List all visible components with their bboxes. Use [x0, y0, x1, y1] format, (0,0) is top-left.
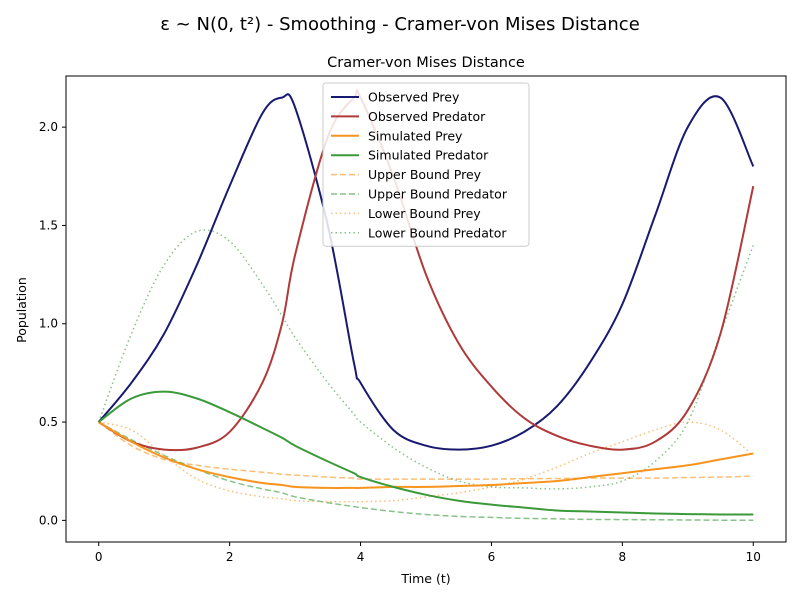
legend-box — [322, 82, 530, 247]
legend-label: Simulated Predator — [368, 148, 489, 163]
series-line-observed-prey — [97, 93, 755, 451]
y-tick-label: 0.0 — [39, 513, 58, 527]
y-tick-label: 0.5 — [39, 415, 58, 429]
legend-label: Lower Bound Predator — [368, 225, 507, 240]
x-tick-label: 4 — [357, 550, 365, 564]
legend: Observed Prey Observed Predator Simulated … — [322, 82, 530, 247]
y-tick-label: 2.0 — [39, 120, 58, 134]
legend-label: Upper Bound Prey — [368, 167, 482, 182]
series-line-lower-bound-prey — [98, 421, 754, 503]
legend-label: Lower Bound Prey — [368, 206, 481, 221]
y-tick-label: 1.0 — [39, 317, 58, 331]
series-line-lower-bound-predator — [97, 229, 755, 490]
legend-label: Simulated Prey — [368, 128, 463, 143]
axes-frame — [65, 75, 787, 543]
chart-title: Cramer-von Mises Distance — [327, 55, 525, 71]
axis-ticks: 0 2 4 6 8 10 0.0 0.5 1.0 1.5 2.0 — [39, 120, 761, 564]
x-tick-label: 0 — [95, 550, 103, 564]
legend-label: Observed Prey — [368, 90, 460, 105]
legend-label: Upper Bound Predator — [368, 187, 508, 202]
x-tick-label: 8 — [619, 550, 627, 564]
series-line-upper-bound-prey — [98, 421, 754, 480]
y-axis-label: Population — [14, 277, 29, 343]
figure-suptitle: ε ~ N(0, t²) - Smoothing - Cramer-von Mi… — [160, 14, 640, 35]
x-axis-label: Time (t) — [400, 571, 450, 586]
x-tick-label: 6 — [488, 550, 496, 564]
y-tick-label: 1.5 — [39, 218, 58, 232]
series-line-upper-bound-predator — [98, 421, 754, 521]
x-tick-label: 2 — [226, 550, 234, 564]
legend-label: Observed Predator — [368, 109, 486, 124]
x-tick-label: 10 — [746, 550, 761, 564]
series-line-simulated-predator — [98, 390, 754, 516]
